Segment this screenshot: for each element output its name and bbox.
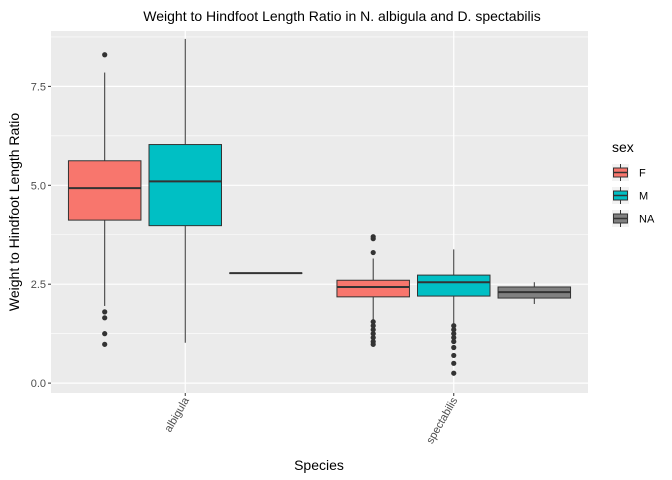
y-axis-title: Weight to Hindfoot Length Ratio xyxy=(6,113,22,311)
y-tick-label: 2.5 xyxy=(31,279,46,291)
boxes xyxy=(67,38,572,376)
outlier-point xyxy=(102,52,108,58)
x-tick-label: albigula xyxy=(162,395,192,435)
outlier-point xyxy=(102,309,108,315)
legend-entry-F: F xyxy=(612,164,646,181)
outlier-point xyxy=(102,341,108,347)
box-body xyxy=(336,279,410,298)
y-tick-label: 5.0 xyxy=(31,180,46,192)
legend-entry-M: M xyxy=(612,187,648,204)
outlier-point xyxy=(102,315,108,321)
x-tick-label: spectabilis xyxy=(424,395,460,446)
outlier-point xyxy=(370,236,376,242)
box-body xyxy=(417,274,491,297)
chart-title: Weight to Hindfoot Length Ratio in N. al… xyxy=(143,8,540,24)
legend-entry-NA: NA xyxy=(612,210,655,227)
outlier-point xyxy=(370,249,376,256)
outlier-point xyxy=(451,338,457,345)
legend: sex FM NA xyxy=(612,139,655,227)
outlier-point xyxy=(451,360,457,366)
box-body xyxy=(148,144,222,227)
outlier-point xyxy=(451,331,457,337)
box-F-albigula xyxy=(67,52,142,347)
outlier-point xyxy=(451,323,457,329)
outlier-point xyxy=(451,335,457,341)
box-M-spectabilis xyxy=(417,249,491,376)
y-axis: 0.0 2.5 5.0 7.5 xyxy=(31,81,51,390)
legend-label: F xyxy=(639,168,646,180)
x-axis: albigula spectabilis xyxy=(162,393,461,446)
x-axis-title: Species xyxy=(294,457,344,473)
box-NA-spectabilis xyxy=(497,282,572,304)
y-tick-label: 7.5 xyxy=(31,81,46,93)
box-M-albigula xyxy=(148,38,222,343)
legend-title: sex xyxy=(612,139,634,155)
box-body xyxy=(67,160,142,221)
outlier-point xyxy=(451,344,457,351)
outlier-point xyxy=(451,352,457,359)
outlier-point xyxy=(451,327,457,333)
outlier-point xyxy=(370,327,376,333)
y-tick-label: 0.0 xyxy=(31,378,46,390)
box-F-spectabilis xyxy=(336,234,410,347)
legend-label: NA xyxy=(639,214,655,226)
legend-label: M xyxy=(639,191,648,203)
outlier-point xyxy=(370,319,376,325)
outlier-point xyxy=(370,341,376,347)
outlier-point xyxy=(370,335,376,341)
outlier-point xyxy=(451,370,457,376)
outlier-point xyxy=(370,323,376,329)
outlier-point xyxy=(102,331,108,337)
outlier-point xyxy=(370,331,376,337)
